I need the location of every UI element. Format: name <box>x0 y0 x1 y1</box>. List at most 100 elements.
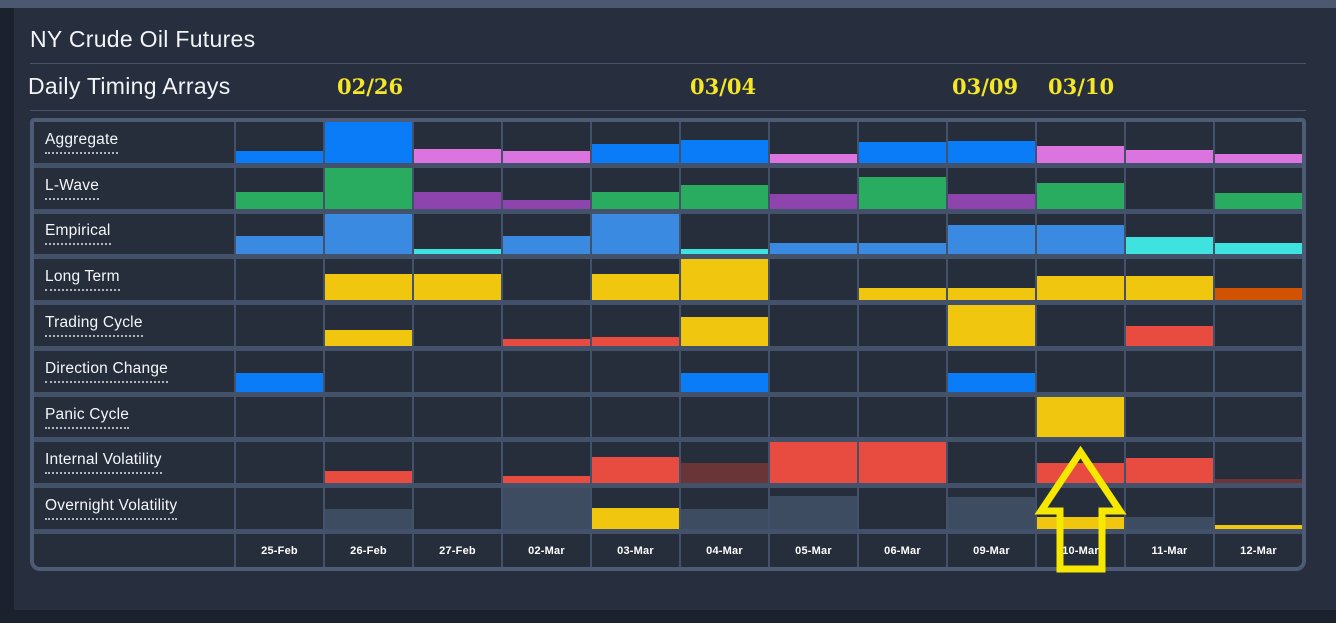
signal-bar-blue <box>325 122 412 163</box>
signal-bar-skyblue <box>948 224 1035 255</box>
grid-cell-panic-cycle-25-feb <box>236 396 323 438</box>
signal-bar-green <box>592 192 679 209</box>
row-label-long-term[interactable]: Long Term <box>45 268 120 292</box>
grid-cell-empirical-25-feb <box>236 213 323 255</box>
signal-bar-cyan <box>414 249 501 255</box>
grid-cell-direction-change-02-mar <box>503 350 590 392</box>
signal-bar-maroon <box>1215 479 1302 484</box>
grid-cell-internal-volatility-06-mar <box>859 442 946 484</box>
signal-bar-red <box>770 442 857 484</box>
signal-bar-magenta <box>503 151 590 163</box>
grid-cell-panic-cycle-02-mar <box>503 396 590 438</box>
signal-bar-purple <box>770 194 857 209</box>
signal-bar-skyblue <box>503 235 590 255</box>
grid-cell-trading-cycle-25-feb <box>236 305 323 346</box>
grid-cell-trading-cycle-02-mar <box>503 305 590 346</box>
grid-cell-long-term-10-mar <box>1037 259 1124 301</box>
grid-cell-overnight-volatility-06-mar <box>859 488 946 529</box>
grid-cell-aggregate-10-mar <box>1037 122 1124 163</box>
row-label-cell-empirical: Empirical <box>34 213 234 255</box>
grid-cell-direction-change-26-feb <box>325 350 412 392</box>
row-label-empirical[interactable]: Empirical <box>45 222 111 246</box>
row-label-direction-change[interactable]: Direction Change <box>45 360 168 383</box>
grid-cell-l-wave-10-mar <box>1037 167 1124 209</box>
grid-cell-overnight-volatility-11-mar <box>1126 488 1213 529</box>
signal-bar-blue <box>681 139 768 163</box>
signal-bar-cyan <box>1126 237 1213 255</box>
grid-cell-l-wave-06-mar <box>859 167 946 209</box>
row-label-aggregate[interactable]: Aggregate <box>45 131 119 154</box>
grid-cell-aggregate-03-mar <box>592 122 679 163</box>
footer-date-label: 11-Mar <box>1151 544 1188 557</box>
grid-cell-l-wave-09-mar <box>948 167 1035 209</box>
grid-cell-internal-volatility-09-mar <box>948 442 1035 484</box>
signal-bar-slate <box>503 488 590 529</box>
signal-bar-yellow <box>1037 516 1124 529</box>
page-title: NY Crude Oil Futures <box>30 26 256 52</box>
grid-cell-panic-cycle-12-mar <box>1215 396 1302 438</box>
footer-date-cell-26-feb: 26-Feb <box>325 534 412 567</box>
grid-cell-internal-volatility-04-mar <box>681 442 768 484</box>
row-label-l-wave[interactable]: L-Wave <box>45 177 100 200</box>
grid-cell-overnight-volatility-03-mar <box>592 488 679 529</box>
annotation-date-3: 03/09 <box>952 74 1019 99</box>
grid-cell-internal-volatility-11-mar <box>1126 442 1213 484</box>
grid-cell-trading-cycle-12-mar <box>1215 305 1302 346</box>
row-label-internal-volatility[interactable]: Internal Volatility <box>45 451 162 475</box>
grid-cell-empirical-09-mar <box>948 213 1035 255</box>
signal-bar-yellow <box>1126 275 1213 301</box>
signal-bar-green <box>859 176 946 209</box>
signal-bar-blue <box>681 372 768 392</box>
footer-date-label: 26-Feb <box>350 544 387 557</box>
row-label-panic-cycle[interactable]: Panic Cycle <box>45 406 130 429</box>
signal-bar-slate <box>681 508 768 529</box>
signal-bar-yellow <box>325 273 412 301</box>
signal-bar-skyblue <box>236 235 323 255</box>
grid-cell-direction-change-27-feb <box>414 350 501 392</box>
grid-cell-panic-cycle-06-mar <box>859 396 946 438</box>
grid-cell-overnight-volatility-02-mar <box>503 488 590 529</box>
grid-cell-long-term-26-feb <box>325 259 412 301</box>
grid-cell-overnight-volatility-12-mar <box>1215 488 1302 529</box>
grid-cell-overnight-volatility-05-mar <box>770 488 857 529</box>
signal-bar-yellow <box>325 329 412 346</box>
grid-cell-l-wave-04-mar <box>681 167 768 209</box>
grid-cell-internal-volatility-02-mar <box>503 442 590 484</box>
grid-cell-direction-change-12-mar <box>1215 350 1302 392</box>
timing-array-grid: Aggregate L-Wave Empirical Long Term Trading… <box>30 118 1306 571</box>
grid-cell-aggregate-26-feb <box>325 122 412 163</box>
grid-cell-panic-cycle-04-mar <box>681 396 768 438</box>
grid-cell-internal-volatility-10-mar <box>1037 442 1124 484</box>
footer-date-cell-05-mar: 05-Mar <box>770 534 857 567</box>
row-label-trading-cycle[interactable]: Trading Cycle <box>45 314 143 337</box>
grid-cell-l-wave-25-feb <box>236 167 323 209</box>
grid-cell-long-term-04-mar <box>681 259 768 301</box>
grid-cell-direction-change-10-mar <box>1037 350 1124 392</box>
footer-corner-cell <box>34 534 234 567</box>
signal-bar-red <box>592 336 679 346</box>
row-label-overnight-volatility[interactable]: Overnight Volatility <box>45 497 178 521</box>
footer-date-cell-09-mar: 09-Mar <box>948 534 1035 567</box>
signal-bar-cyan <box>681 249 768 255</box>
signal-bar-purple <box>414 192 501 209</box>
grid-cell-l-wave-02-mar <box>503 167 590 209</box>
signal-bar-skyblue <box>1037 224 1124 255</box>
header-divider-top <box>30 63 1306 64</box>
grid-cell-panic-cycle-10-mar <box>1037 396 1124 438</box>
signal-bar-skyblue <box>859 242 946 255</box>
signal-bar-red <box>859 442 946 484</box>
signal-bar-slate <box>770 495 857 529</box>
footer-date-cell-03-mar: 03-Mar <box>592 534 679 567</box>
row-label-cell-internal-volatility: Internal Volatility <box>34 442 234 484</box>
row-label-cell-trading-cycle: Trading Cycle <box>34 305 234 346</box>
signal-bar-red <box>503 338 590 346</box>
signal-bar-green <box>681 184 768 209</box>
signal-bar-yellow <box>948 287 1035 301</box>
grid-cell-overnight-volatility-04-mar <box>681 488 768 529</box>
grid-cell-overnight-volatility-27-feb <box>414 488 501 529</box>
footer-date-label: 06-Mar <box>884 544 921 557</box>
grid-cell-panic-cycle-27-feb <box>414 396 501 438</box>
grid-cell-aggregate-25-feb <box>236 122 323 163</box>
signal-bar-yellow <box>948 305 1035 346</box>
